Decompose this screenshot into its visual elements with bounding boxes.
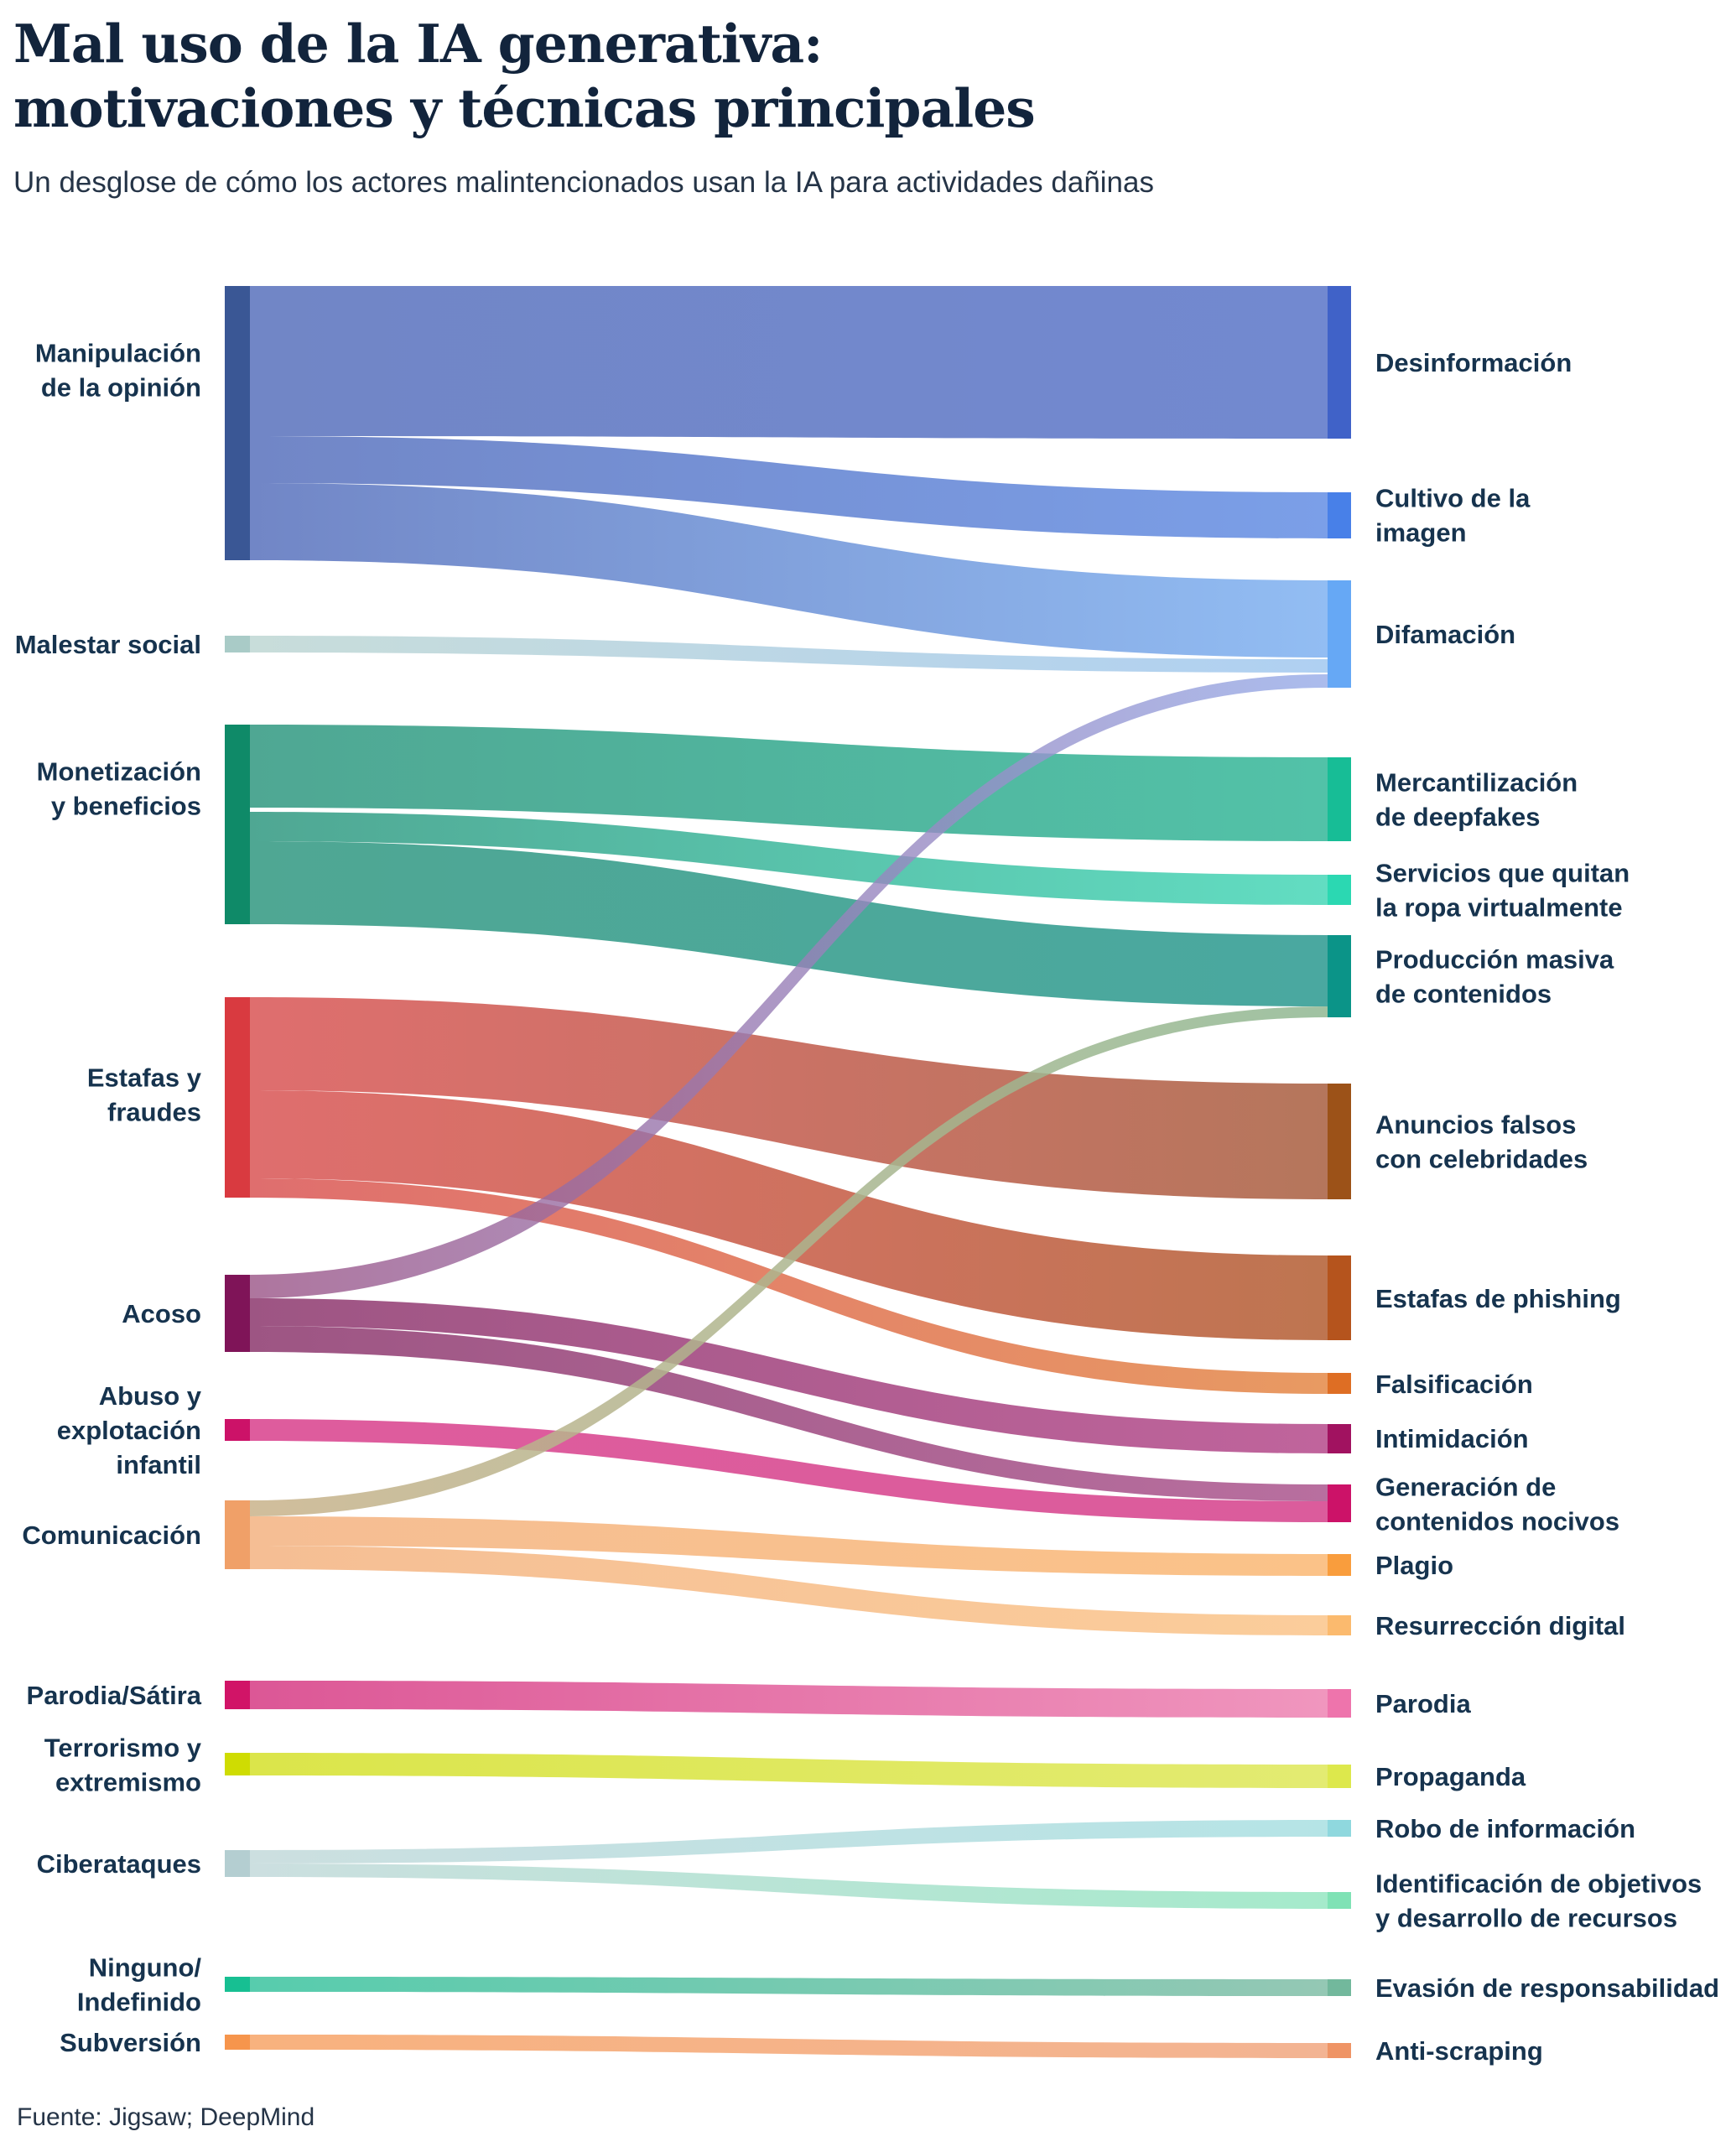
sankey-flow-comunicacion-to-plagio: [250, 1516, 1328, 1576]
sankey-node-comunicacion: [225, 1500, 250, 1569]
sankey-label-resurreccion: Resurrección digital: [1375, 1611, 1625, 1640]
sankey-label-antiscraping: Anti-scraping: [1375, 2036, 1543, 2066]
sankey-flow-acoso-to-difamacion: [250, 674, 1328, 1298]
sankey-node-acoso: [225, 1275, 250, 1352]
sankey-label-subversion: Subversión: [60, 2028, 201, 2057]
sankey-flow-comunicacion-to-resurreccion: [250, 1546, 1328, 1635]
sankey-node-resurreccion: [1328, 1615, 1351, 1635]
sankey-node-subversion: [225, 2035, 250, 2050]
sankey-label-ninguno: Ninguno/Indefinido: [77, 1952, 201, 2016]
sankey-label-parodia_s: Parodia/Sátira: [27, 1681, 202, 1710]
sankey-node-manipulacion: [225, 286, 250, 560]
sankey-flow-acoso-to-intimidacion: [250, 1298, 1328, 1453]
sankey-label-intimidacion: Intimidación: [1375, 1424, 1529, 1453]
chart-title-line2: motivaciones y técnicas principales: [13, 77, 1036, 139]
sankey-label-parodia_t: Parodia: [1375, 1689, 1471, 1718]
sankey-flow-parodia_s-to-parodia_t: [250, 1681, 1328, 1718]
sankey-label-plagio: Plagio: [1375, 1551, 1453, 1580]
sankey-label-falsificacion: Falsificación: [1375, 1370, 1533, 1399]
sankey-flow-ciberataques-to-robo: [250, 1820, 1328, 1864]
sankey-label-monetizacion: Monetización y beneficios: [37, 756, 201, 820]
sankey-node-ninguno: [225, 1977, 250, 1992]
sankey-flows: [250, 286, 1328, 2058]
sankey-node-cultivo: [1328, 492, 1351, 538]
sankey-label-servicios: Servicios que quitan la ropa virtualmente: [1375, 858, 1629, 922]
sankey-label-terrorismo: Terrorismo y extremismo: [44, 1733, 202, 1796]
sankey-node-estafas: [225, 997, 250, 1198]
sankey-flow-acoso-to-generacion: [250, 1326, 1328, 1501]
sankey-node-terrorismo: [225, 1753, 250, 1775]
sankey-label-cultivo: Cultivo de la imagen: [1375, 483, 1531, 547]
sankey-label-anuncios: Anuncios falsos con celebridades: [1375, 1110, 1588, 1173]
sankey-node-labels: Manipulación de la opinión Malestar social…: [15, 338, 1719, 2066]
sankey-label-estafas: Estafas y fraudes: [87, 1063, 202, 1126]
sankey-node-malestar: [225, 636, 250, 652]
sankey-label-acoso: Acoso: [122, 1299, 201, 1328]
sankey-nodes: [225, 286, 1351, 2058]
sankey-flow-monetizacion-to-mercantilizacion: [250, 725, 1328, 841]
sankey-node-evasion: [1328, 1979, 1351, 1996]
sankey-label-robo: Robo de información: [1375, 1814, 1635, 1843]
sankey-flow-monetizacion-to-produccion: [250, 841, 1328, 1006]
sankey-flow-comunicacion-to-produccion: [250, 1006, 1328, 1516]
sankey-node-robo: [1328, 1820, 1351, 1837]
sankey-node-anuncios: [1328, 1084, 1351, 1199]
sankey-node-ciberataques: [225, 1850, 250, 1877]
sankey-label-comunicacion: Comunicación: [22, 1521, 201, 1550]
sankey-flow-monetizacion-to-servicios: [250, 812, 1328, 905]
sankey-label-ciberataques: Ciberataques: [37, 1849, 201, 1879]
sankey-label-desinformacion: Desinformación: [1375, 348, 1572, 377]
sankey-label-generacion: Generación de contenidos nocivos: [1375, 1472, 1619, 1536]
sankey-flow-estafas-to-anuncios: [250, 997, 1328, 1199]
sankey-label-evasion: Evasión de responsabilidad: [1375, 1973, 1719, 2003]
sankey-flow-ninguno-to-evasion: [250, 1977, 1328, 1996]
sankey-flow-terrorismo-to-propaganda: [250, 1753, 1328, 1788]
sankey-node-difamacion: [1328, 580, 1351, 688]
sankey-flow-estafas-to-falsificacion: [250, 1178, 1328, 1394]
sankey-node-abuso: [225, 1419, 250, 1441]
sankey-node-propaganda: [1328, 1765, 1351, 1788]
sankey-label-abuso: Abuso y explotación infantil: [57, 1381, 202, 1479]
sankey-label-difamacion: Difamación: [1375, 620, 1515, 649]
sankey-node-identificacion: [1328, 1892, 1351, 1909]
sankey-node-phishing: [1328, 1255, 1351, 1340]
sankey-node-parodia_s: [225, 1681, 250, 1709]
sankey-flow-manipulacion-to-difamacion: [250, 483, 1328, 658]
sankey-label-manipulacion: Manipulación de la opinión: [35, 338, 201, 402]
sankey-node-desinformacion: [1328, 286, 1351, 439]
sankey-label-produccion: Producción masiva de contenidos: [1375, 944, 1614, 1008]
sankey-flow-subversion-to-antiscraping: [250, 2035, 1328, 2058]
sankey-flow-ciberataques-to-identificacion: [250, 1864, 1328, 1909]
chart-header: Mal uso de la IA generativa: motivacione…: [13, 12, 1724, 201]
sankey-flow-manipulacion-to-cultivo: [250, 436, 1328, 538]
source-note: Fuente: Jigsaw; DeepMind: [17, 2103, 315, 2131]
sankey-label-phishing: Estafas de phishing: [1375, 1284, 1621, 1313]
chart-subtitle: Un desglose de cómo los actores malinten…: [13, 166, 1154, 199]
sankey-node-produccion: [1328, 935, 1351, 1017]
sankey-node-antiscraping: [1328, 2043, 1351, 2058]
sankey-flow-estafas-to-phishing: [250, 1090, 1328, 1340]
sankey-label-propaganda: Propaganda: [1375, 1762, 1526, 1791]
sankey-node-servicios: [1328, 875, 1351, 905]
sankey-node-plagio: [1328, 1554, 1351, 1576]
sankey-flow-malestar-to-difamacion: [250, 636, 1328, 673]
sankey-node-intimidacion: [1328, 1424, 1351, 1453]
sankey-node-monetizacion: [225, 725, 250, 924]
sankey-node-mercantilizacion: [1328, 757, 1351, 841]
sankey-label-mercantilizacion: Mercantilización de deepfakes: [1375, 767, 1577, 831]
sankey-label-malestar: Malestar social: [15, 630, 201, 659]
chart-title-line1: Mal uso de la IA generativa:: [13, 13, 823, 75]
sankey-flow-abuso-to-generacion: [250, 1419, 1328, 1522]
chart-title: Mal uso de la IA generativa: motivacione…: [13, 12, 1724, 141]
sankey-node-parodia_t: [1328, 1689, 1351, 1718]
sankey-node-generacion: [1328, 1484, 1351, 1522]
sankey-flow-manipulacion-to-desinformacion: [250, 286, 1328, 439]
sankey-node-falsificacion: [1328, 1373, 1351, 1394]
sankey-label-identificacion: Identificación de objetivos y desarrollo …: [1375, 1869, 1702, 1932]
